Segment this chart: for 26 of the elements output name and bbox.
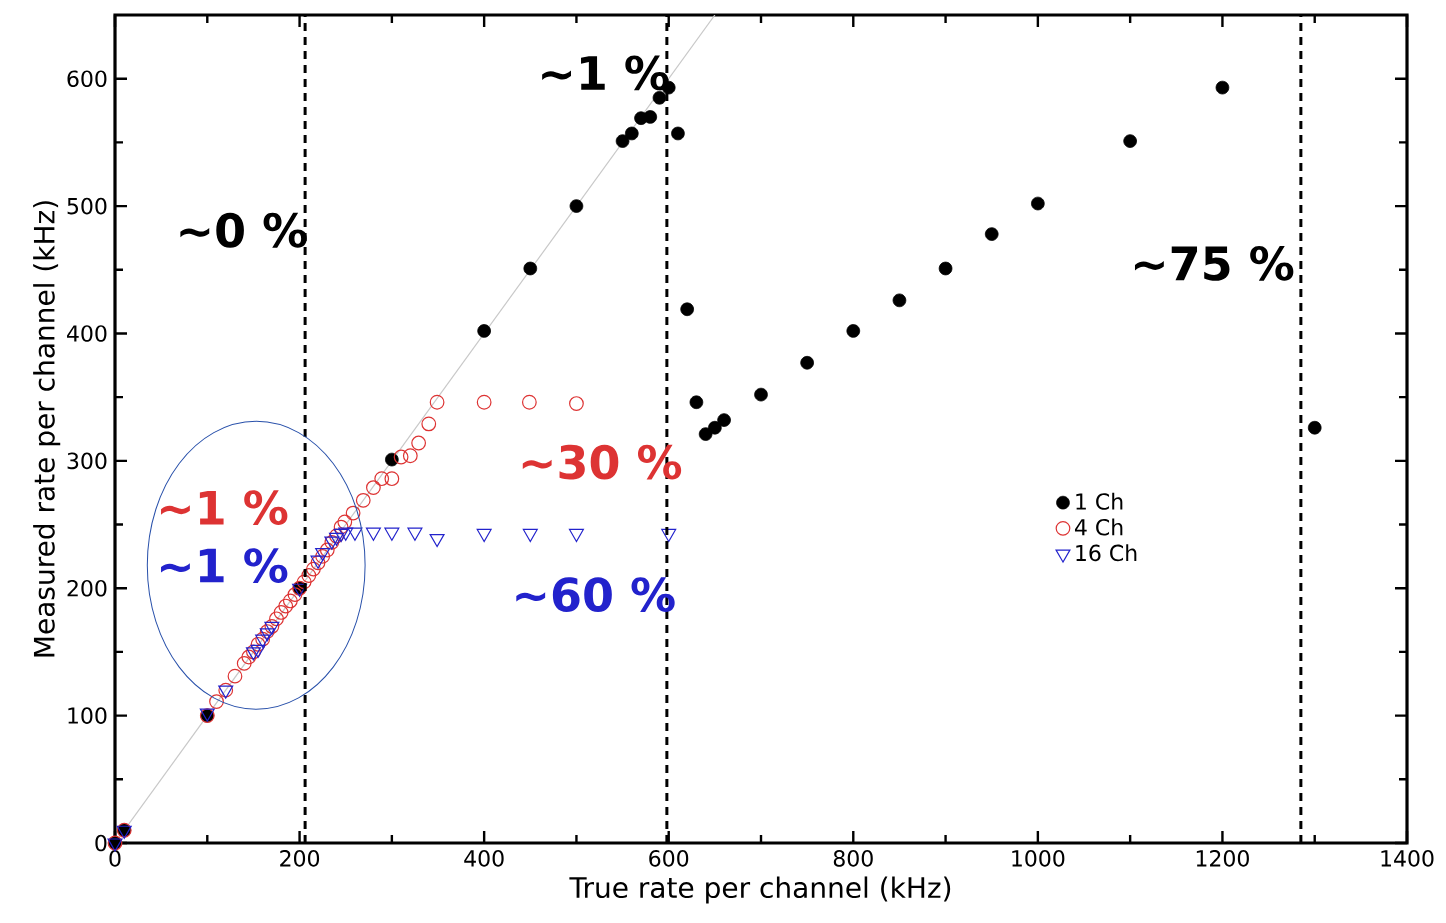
x-axis-title: True rate per channel (kHz) bbox=[569, 876, 951, 904]
annotation: ~30 % bbox=[522, 444, 682, 480]
x-tick-label: 600 bbox=[649, 850, 689, 867]
annotation: ~1 % bbox=[161, 548, 288, 584]
legend-label: 16 Ch bbox=[1076, 544, 1137, 562]
x-tick-label: 1200 bbox=[1196, 850, 1249, 867]
x-tick-label: 800 bbox=[833, 850, 873, 867]
legend-label: 4 Ch bbox=[1074, 518, 1123, 536]
x-tick-label: 0 bbox=[109, 850, 121, 867]
annotation: ~60 % bbox=[516, 577, 675, 612]
x-tick-label: 200 bbox=[280, 850, 320, 867]
y-axis-title: Measured rate per channel (kHz) bbox=[33, 201, 61, 657]
x-tick-label: 400 bbox=[464, 850, 504, 867]
y-tick-label: 300 bbox=[67, 452, 107, 470]
x-tick-label: 1400 bbox=[1381, 850, 1434, 867]
legend-label: 1 Ch bbox=[1076, 492, 1123, 510]
x-tick-label: 1000 bbox=[1012, 850, 1065, 867]
annotation: ~75 % bbox=[1134, 245, 1294, 281]
annotation: ~1 % bbox=[161, 490, 288, 526]
y-tick-label: 0 bbox=[95, 834, 107, 852]
y-tick-label: 600 bbox=[67, 70, 107, 88]
annotation: ~0 % bbox=[180, 212, 307, 248]
y-tick-label: 400 bbox=[67, 325, 107, 342]
y-tick-label: 200 bbox=[67, 579, 107, 597]
y-tick-label: 100 bbox=[68, 707, 107, 724]
y-tick-label: 500 bbox=[67, 197, 107, 215]
